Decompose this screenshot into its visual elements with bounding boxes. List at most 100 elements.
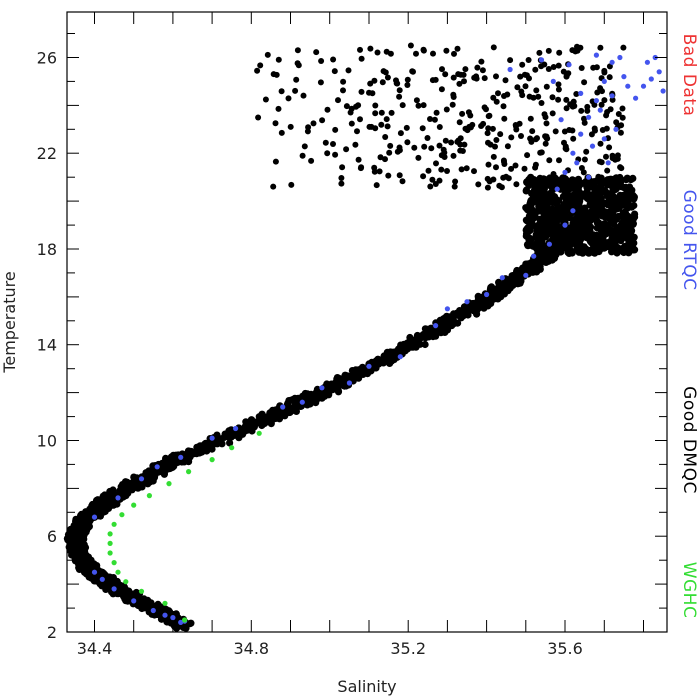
wghc-point: [107, 531, 113, 537]
dmqc-point: [495, 90, 501, 97]
dmqc-point: [331, 68, 338, 75]
dmqc-point: [368, 123, 375, 130]
dmqc-point: [607, 106, 614, 113]
rtqc-point: [562, 222, 568, 228]
dmqc-point: [318, 58, 325, 64]
dmqc-point: [433, 109, 440, 116]
dmqc-point: [538, 100, 545, 106]
dmqc-point: [275, 105, 282, 112]
dmqc-point: [543, 245, 551, 253]
plot-frame: [66, 11, 668, 633]
dmqc-point: [615, 111, 622, 117]
dmqc-point: [372, 110, 379, 117]
dmqc-point: [600, 212, 608, 220]
dmqc-point: [348, 372, 356, 381]
dmqc-point: [319, 117, 326, 124]
dmqc-point: [620, 183, 628, 192]
dmqc-point: [286, 408, 294, 417]
dmqc-point: [474, 64, 481, 71]
dmqc-point: [113, 590, 121, 598]
dmqc-point: [613, 213, 622, 221]
dmqc-point: [543, 135, 550, 141]
dmqc-point: [569, 196, 577, 204]
dmqc-point: [578, 107, 585, 114]
rtqc-point: [554, 186, 560, 192]
dmqc-point: [372, 102, 379, 109]
rtqc-point: [366, 363, 372, 369]
rtqc-point: [566, 62, 572, 68]
dmqc-point: [213, 431, 221, 439]
dmqc-point: [610, 207, 618, 215]
dmqc-point: [480, 120, 487, 127]
dmqc-point: [595, 173, 602, 180]
dmqc-point: [436, 177, 443, 184]
rtqc-point: [625, 83, 631, 89]
dmqc-point: [502, 77, 509, 84]
legend-label-rtqc: Good RTQC: [679, 190, 699, 291]
dmqc-point: [299, 152, 306, 159]
rtqc-point: [601, 78, 607, 84]
dmqc-point: [430, 50, 436, 57]
dmqc-point: [334, 388, 343, 396]
dmqc-point: [330, 141, 336, 147]
dmqc-point: [614, 244, 622, 252]
dmqc-point: [427, 116, 433, 122]
dmqc-point: [413, 50, 419, 57]
dmqc-point: [619, 114, 626, 121]
dmqc-point: [549, 198, 557, 206]
dmqc-point: [449, 314, 457, 323]
dmqc-point: [560, 68, 567, 75]
dmqc-point: [270, 71, 277, 78]
dmqc-point: [262, 96, 269, 103]
dmqc-point: [524, 240, 532, 248]
dmqc-point: [617, 129, 624, 136]
wghc-point: [107, 540, 113, 547]
wghc-point: [111, 521, 117, 527]
dmqc-point: [590, 64, 597, 71]
dmqc-point: [461, 78, 467, 85]
dmqc-point: [305, 124, 312, 131]
dmqc-point: [599, 88, 605, 95]
rtqc-point: [99, 576, 105, 582]
dmqc-point: [293, 76, 300, 83]
dmqc-point: [533, 227, 541, 235]
dmqc-point: [572, 48, 579, 55]
rtqc-point: [162, 612, 168, 618]
dmqc-point: [404, 76, 411, 83]
dmqc-point: [187, 447, 195, 456]
rtqc-point: [570, 208, 576, 214]
dmqc-point: [604, 182, 611, 189]
rtqc-point: [178, 454, 184, 460]
dmqc-point: [450, 74, 457, 81]
dmqc-point: [438, 166, 445, 173]
dmqc-point: [443, 106, 450, 113]
dmqc-point: [563, 105, 570, 112]
dmqc-point: [603, 153, 609, 160]
rtqc-point: [499, 275, 505, 281]
dmqc-point: [371, 77, 378, 84]
x-tick-label: 35.6: [547, 639, 583, 658]
dmqc-point: [100, 500, 108, 508]
dmqc-point: [606, 63, 613, 70]
dmqc-point: [382, 69, 389, 76]
dmqc-point: [485, 161, 492, 168]
dmqc-point: [313, 49, 320, 56]
dmqc-point: [348, 367, 356, 375]
dmqc-point: [551, 235, 559, 243]
dmqc-point: [394, 80, 401, 87]
dmqc-point: [544, 224, 552, 233]
dmqc-point: [604, 167, 611, 174]
dmqc-point: [366, 89, 372, 96]
dmqc-point: [527, 115, 534, 122]
dmqc-point: [496, 290, 504, 298]
dmqc-point: [469, 121, 476, 128]
dmqc-point: [585, 214, 593, 222]
dmqc-point: [404, 139, 411, 146]
dmqc-point: [528, 210, 536, 218]
dmqc-point: [439, 66, 445, 73]
dmqc-point: [630, 233, 638, 241]
dmqc-point: [407, 42, 414, 49]
dmqc-point: [504, 143, 511, 150]
dmqc-point: [184, 457, 192, 465]
dmqc-point: [481, 75, 488, 82]
